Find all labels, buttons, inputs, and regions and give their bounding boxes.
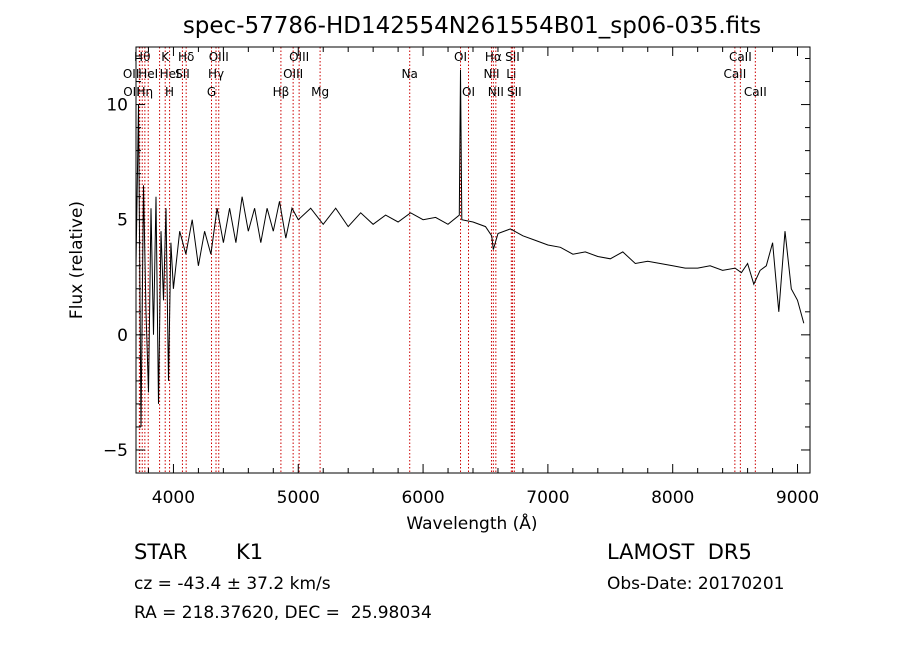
spectral-line-label: OIII [209, 50, 229, 64]
x-tick-label: 8000 [651, 488, 694, 508]
spectral-line-label: CaII [729, 50, 752, 64]
y-tick-label: 10 [106, 96, 128, 116]
spectral-line-label: H [165, 85, 174, 99]
spectral-line-label: Hδ [178, 50, 194, 64]
object-subclass: K1 [236, 540, 264, 564]
x-axis: 4000 5000 6000 7000 8000 9000 [147, 47, 819, 508]
x-tick-label: 5000 [277, 488, 320, 508]
spectral-line-label: G [207, 85, 216, 99]
spectrum-series-line [135, 69, 805, 427]
x-axis-label: Wavelength (Å) [406, 512, 537, 534]
y-tick-label: 5 [117, 211, 128, 231]
spectral-line-label: SII [505, 50, 520, 64]
redshift-readout: cz = -43.4 ± 37.2 km/s [134, 574, 331, 594]
spectral-line-label: SII [507, 85, 522, 99]
spectral-line-label: HeI [138, 67, 158, 81]
object-type: STAR [134, 540, 188, 564]
survey-name: LAMOST DR5 [607, 540, 752, 564]
x-tick-label: 9000 [776, 488, 819, 508]
spectral-line-label: Hθ [134, 50, 150, 64]
plot-frame [135, 46, 811, 474]
spectral-line-label: NII [488, 85, 504, 99]
spectral-line-label: NII [483, 67, 499, 81]
spectral-line-label: SII [175, 67, 190, 81]
chart-title: spec-57786-HD142554N261554B01_sp06-035.f… [183, 13, 761, 39]
x-tick-label: 7000 [526, 488, 569, 508]
spectral-line-label: Na [402, 67, 418, 81]
spectral-line-label: Li [506, 67, 516, 81]
spectral-line-label: Hβ [273, 85, 290, 99]
spectral-line-label: K [161, 50, 170, 64]
spectral-line-label: OI [454, 50, 467, 64]
spectral-line-label: HeI [160, 67, 180, 81]
spectral-line-label: OI [462, 85, 475, 99]
spectral-line-label: Hα [485, 50, 502, 64]
y-axis: −5 0 5 10 [103, 58, 810, 474]
spectral-line-label: OIII [283, 67, 303, 81]
obs-date: Obs-Date: 20170201 [607, 574, 785, 594]
spectral-line-label: CaII [744, 85, 767, 99]
y-axis-label: Flux (relative) [67, 201, 87, 319]
spectral-line-label: Hη [137, 85, 154, 99]
y-tick-label: −5 [103, 441, 128, 461]
x-tick-label: 6000 [401, 488, 444, 508]
coordinates-readout: RA = 218.37620, DEC = 25.98034 [134, 603, 432, 623]
spectral-line-label: CaII [723, 67, 746, 81]
spectral-line-label: OIII [289, 50, 309, 64]
spectral-line-label: Mg [311, 85, 329, 99]
x-tick-label: 4000 [152, 488, 195, 508]
spectral-line-label: OII [123, 67, 140, 81]
spectral-line-label: Hγ [208, 67, 224, 81]
y-tick-label: 0 [117, 326, 128, 346]
